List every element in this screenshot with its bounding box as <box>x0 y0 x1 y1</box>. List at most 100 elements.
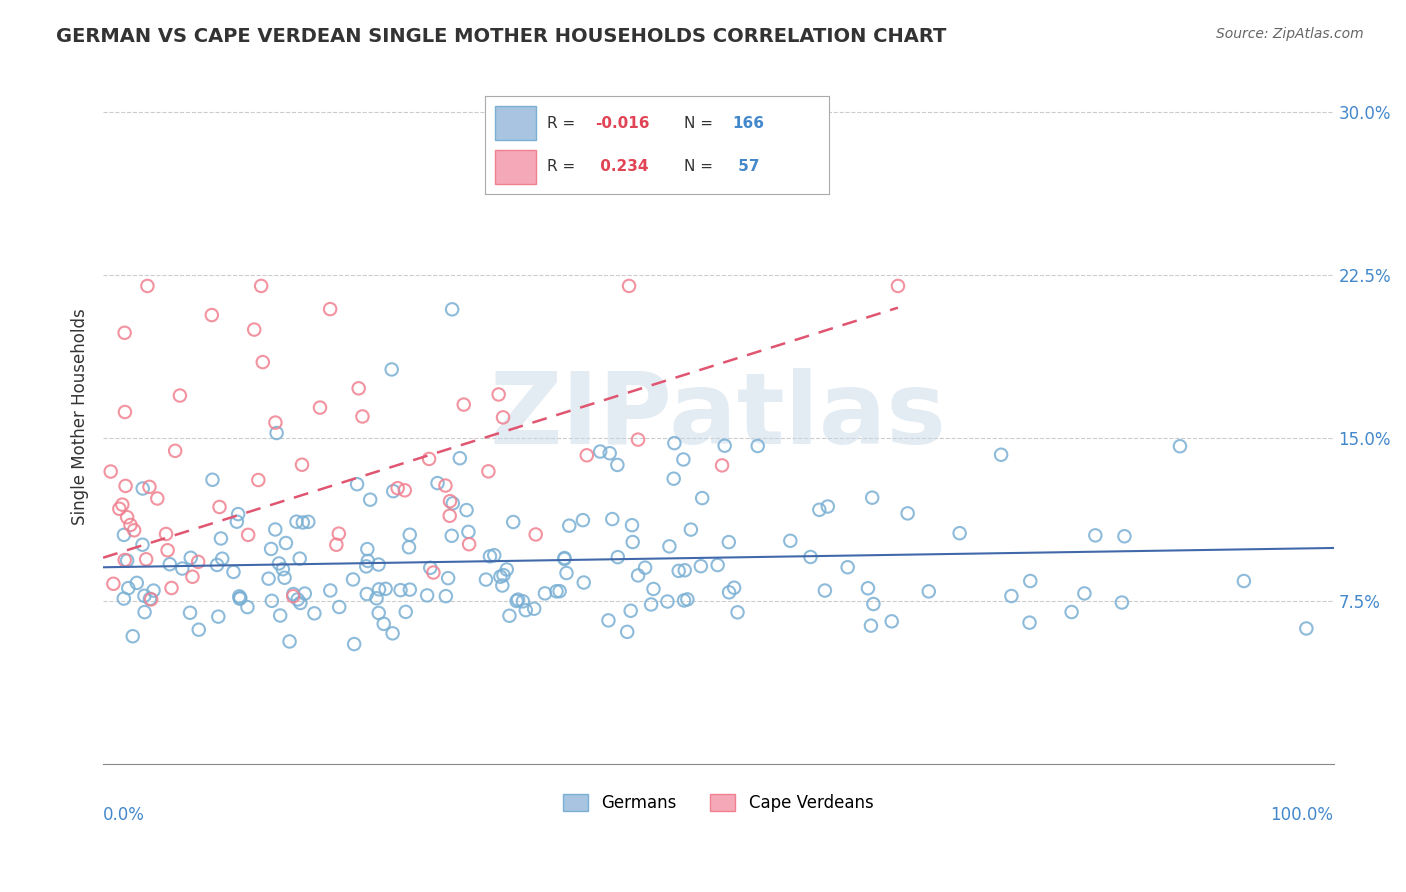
Point <box>534 586 557 600</box>
Point <box>117 581 139 595</box>
Point <box>779 533 801 548</box>
Point <box>617 279 640 293</box>
Point <box>689 559 711 574</box>
Point <box>546 584 568 599</box>
Point <box>352 409 374 424</box>
Point <box>599 446 621 460</box>
Point <box>477 464 499 478</box>
Point <box>122 524 145 538</box>
Point <box>201 308 224 322</box>
Point <box>165 443 187 458</box>
Point <box>156 543 179 558</box>
Point <box>416 588 439 602</box>
Point <box>398 582 420 597</box>
Point <box>672 452 695 467</box>
Point <box>121 629 143 643</box>
Point <box>115 510 138 524</box>
Point <box>114 326 136 340</box>
Point <box>1060 605 1083 619</box>
Point <box>201 473 224 487</box>
Point <box>160 581 183 595</box>
Point <box>187 555 209 569</box>
Point <box>112 591 135 606</box>
Point <box>114 553 136 567</box>
Point <box>1019 574 1042 588</box>
Point <box>374 582 396 596</box>
Point <box>297 515 319 529</box>
Point <box>112 528 135 542</box>
Point <box>347 381 370 395</box>
Point <box>515 603 537 617</box>
Point <box>814 583 837 598</box>
Point <box>856 581 879 595</box>
Point <box>146 491 169 506</box>
Point <box>657 594 679 608</box>
Point <box>181 570 204 584</box>
Text: 100.0%: 100.0% <box>1271 806 1333 824</box>
Point <box>319 583 342 598</box>
Point <box>288 551 311 566</box>
Point <box>664 436 686 450</box>
Point <box>439 494 461 508</box>
Point <box>356 587 378 601</box>
Point <box>132 482 155 496</box>
Point <box>136 279 159 293</box>
Point <box>291 516 314 530</box>
Point <box>211 551 233 566</box>
Point <box>381 626 404 640</box>
Point <box>505 594 527 608</box>
Point <box>287 592 309 607</box>
Point <box>553 552 575 566</box>
Point <box>325 538 347 552</box>
Point <box>264 523 287 537</box>
Point <box>437 571 460 585</box>
Point <box>108 501 131 516</box>
Point <box>1114 529 1136 543</box>
Point <box>627 433 650 447</box>
Point <box>419 561 441 575</box>
Point <box>222 565 245 579</box>
Point <box>502 515 524 529</box>
Point <box>553 551 575 566</box>
Point <box>662 472 685 486</box>
Point <box>207 609 229 624</box>
Point <box>247 473 270 487</box>
Point <box>252 355 274 369</box>
Text: GERMAN VS CAPE VERDEAN SINGLE MOTHER HOUSEHOLDS CORRELATION CHART: GERMAN VS CAPE VERDEAN SINGLE MOTHER HOU… <box>56 27 946 45</box>
Point <box>621 518 644 533</box>
Point <box>208 500 231 514</box>
Point <box>1084 528 1107 542</box>
Point <box>676 592 699 607</box>
Point <box>475 573 498 587</box>
Point <box>837 560 859 574</box>
Point <box>523 601 546 615</box>
Point <box>381 362 404 376</box>
Point <box>488 387 510 401</box>
Point <box>478 549 501 564</box>
Point <box>616 624 638 639</box>
Point <box>495 562 517 576</box>
Point <box>426 476 449 491</box>
Point <box>398 527 420 541</box>
Point <box>673 593 696 607</box>
Point <box>138 480 160 494</box>
Point <box>458 537 481 551</box>
Point <box>690 491 713 505</box>
Point <box>139 591 162 606</box>
Point <box>572 575 595 590</box>
Point <box>589 444 612 458</box>
Point <box>621 535 644 549</box>
Point <box>226 507 249 521</box>
Point <box>897 507 920 521</box>
Point <box>398 541 420 555</box>
Point <box>273 571 295 585</box>
Point <box>209 532 232 546</box>
Point <box>441 302 464 317</box>
Point <box>229 591 252 605</box>
Point <box>346 477 368 491</box>
Point <box>111 498 134 512</box>
Point <box>169 388 191 402</box>
Point <box>679 523 702 537</box>
Point <box>228 590 250 604</box>
Point <box>271 562 294 576</box>
